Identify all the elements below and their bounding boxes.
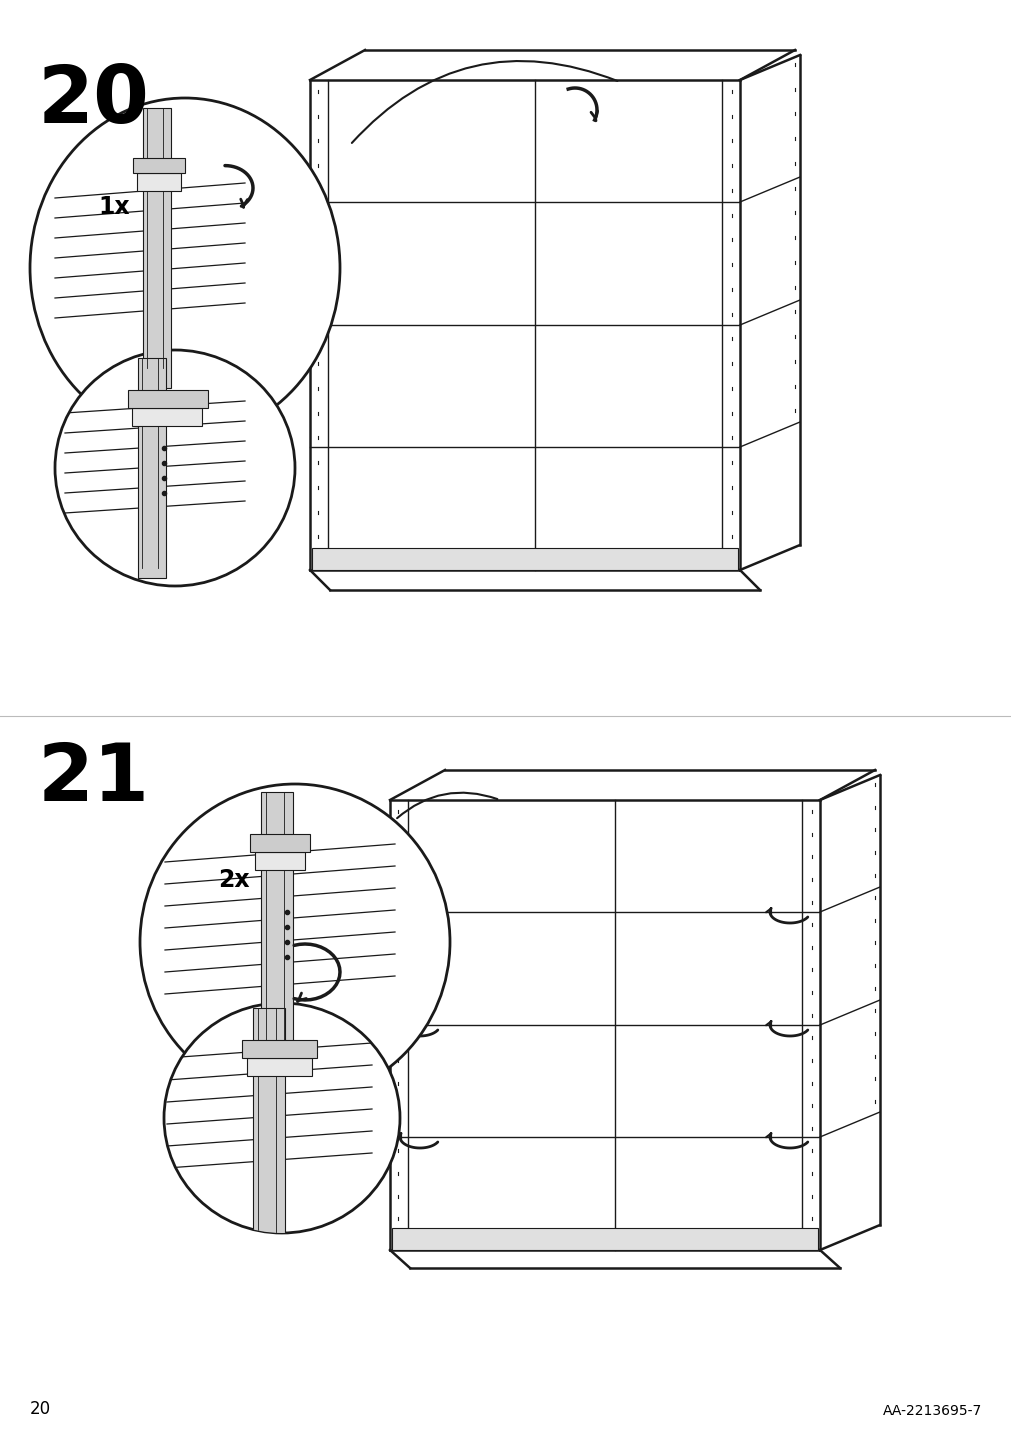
Bar <box>127 390 208 408</box>
Bar <box>136 173 181 190</box>
Text: 1x: 1x <box>98 195 129 219</box>
Bar <box>391 1229 817 1250</box>
Bar <box>242 1040 316 1058</box>
Bar <box>250 833 309 852</box>
Bar <box>255 852 304 871</box>
Text: AA-2213695-7: AA-2213695-7 <box>882 1403 981 1418</box>
Ellipse shape <box>140 783 450 1100</box>
Ellipse shape <box>164 1002 399 1233</box>
Bar <box>137 358 166 579</box>
Bar <box>253 1008 285 1249</box>
Bar <box>131 408 202 425</box>
Text: 2x: 2x <box>217 868 250 892</box>
Text: 20: 20 <box>38 62 150 140</box>
Ellipse shape <box>55 349 295 586</box>
Bar <box>132 158 185 173</box>
Text: 21: 21 <box>38 740 150 818</box>
Bar <box>143 107 171 388</box>
Bar <box>247 1058 311 1075</box>
Bar <box>311 548 737 570</box>
Ellipse shape <box>30 97 340 438</box>
Bar <box>261 792 293 1073</box>
Text: 20: 20 <box>30 1400 52 1418</box>
